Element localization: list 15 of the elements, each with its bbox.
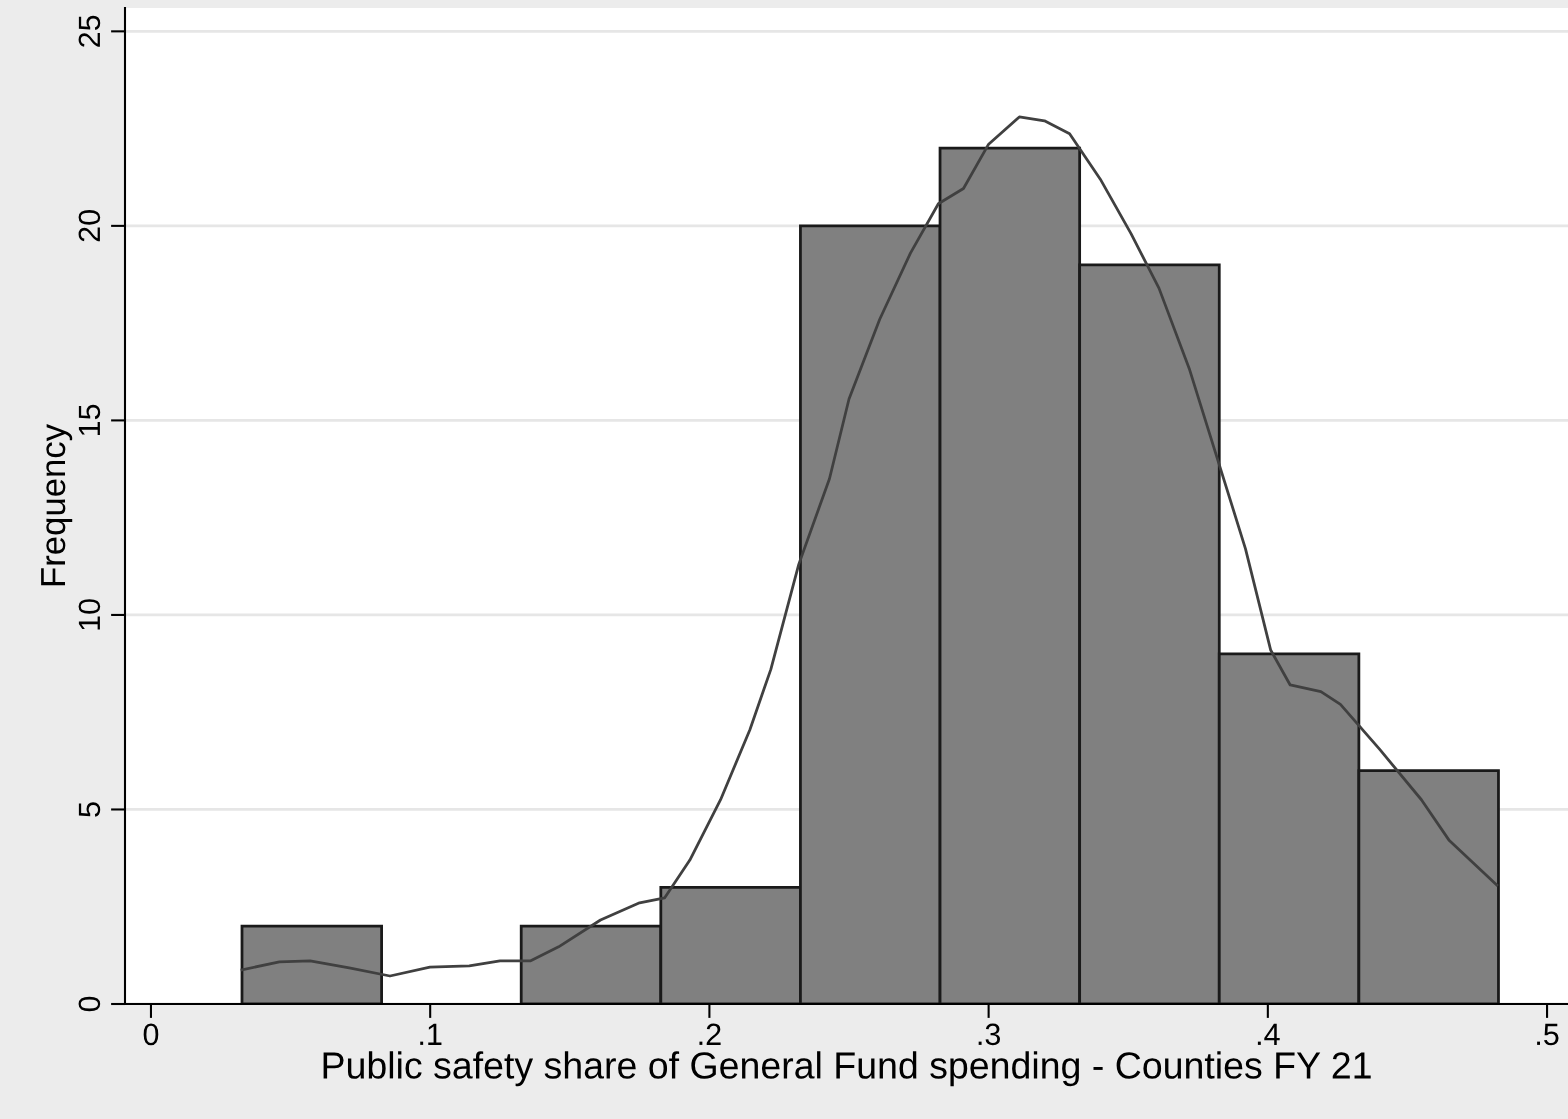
y-tick-label: 25 (78, 15, 101, 47)
x-tick-label: 0 (143, 1023, 159, 1046)
y-tick-label: 20 (78, 210, 101, 242)
y-tick-label: 0 (78, 996, 101, 1012)
x-tick-label: .3 (978, 1023, 1001, 1046)
y-axis-title: Frequency (41, 424, 73, 586)
y-tick-label: 10 (78, 599, 101, 630)
x-axis-title: Public safety share of General Fund spending - Counties FY 21 (323, 1051, 1371, 1087)
x-tick-label: .4 (1257, 1023, 1280, 1045)
x-tick-label: .1 (420, 1023, 442, 1045)
x-tick-label: .5 (1537, 1023, 1559, 1046)
y-tick-label: 15 (78, 404, 101, 436)
y-tick-label: 5 (78, 802, 101, 817)
x-tick-label: .2 (699, 1023, 721, 1045)
line-series (240, 115, 1499, 978)
